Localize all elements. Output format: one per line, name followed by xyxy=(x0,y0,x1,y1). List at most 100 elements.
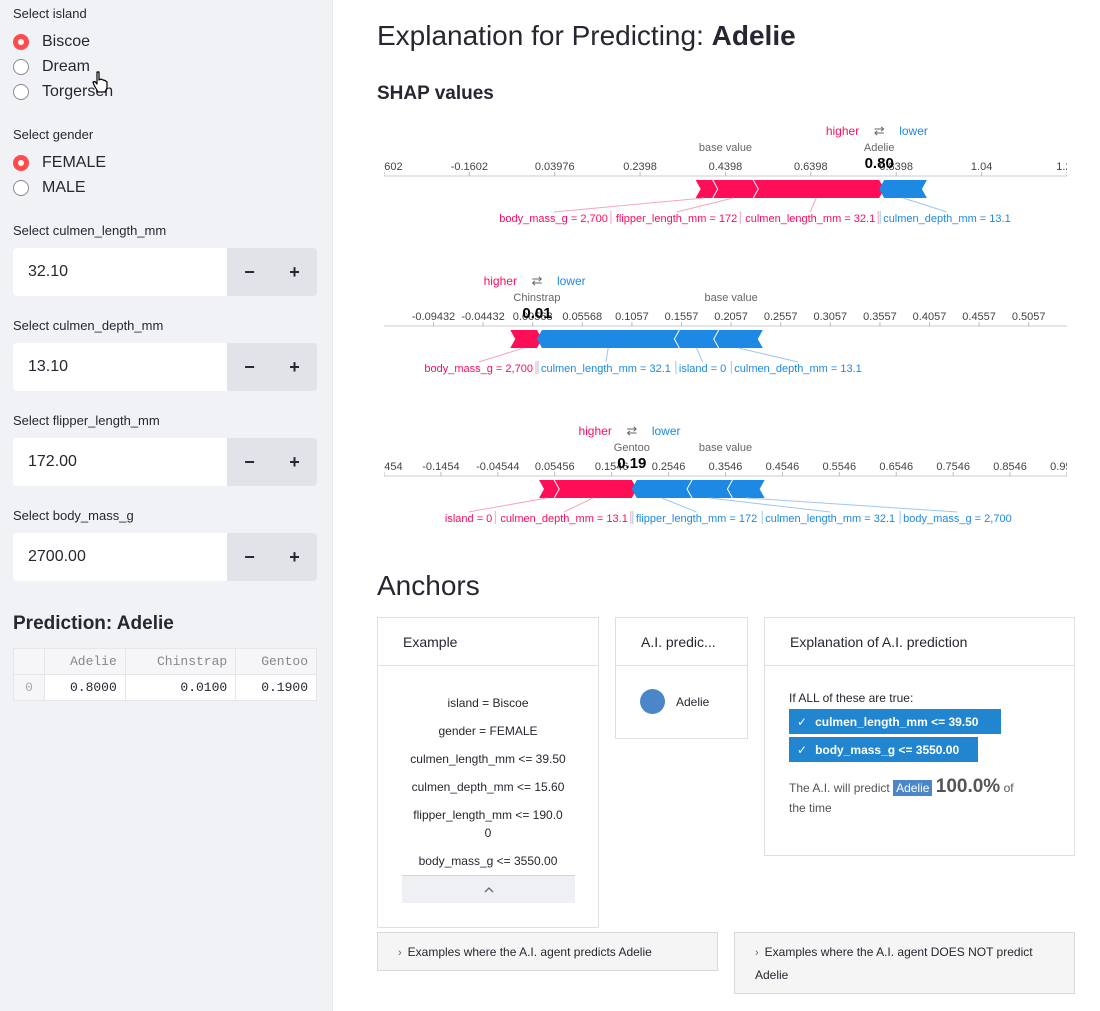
lower-label: lower xyxy=(652,424,681,438)
radio-gender-female[interactable]: FEMALE xyxy=(13,152,106,174)
tick-label: 0.2057 xyxy=(714,311,748,323)
shap-section-title: SHAP values xyxy=(377,83,494,104)
collapse-button[interactable] xyxy=(402,875,575,903)
culmen-depth-stepper: 13.10 − + xyxy=(13,343,317,391)
tick-label: 0.6546 xyxy=(879,461,913,473)
culmen-depth-label: Select culmen_depth_mm xyxy=(13,318,164,333)
table-header-cell: Adelie xyxy=(44,648,126,675)
chevron-right-icon: › xyxy=(398,947,402,959)
example-feature: flipper_length_mm <= 190.0 xyxy=(413,808,563,822)
prediction-statement: The A.I. will predict Adelie 100.0% of t… xyxy=(789,777,1059,818)
output-name: Chinstrap xyxy=(513,292,560,304)
radio-gender-male[interactable]: MALE xyxy=(13,177,86,199)
hand-cursor-icon xyxy=(92,71,108,93)
example-header: Example xyxy=(378,618,598,666)
body-mass-label: Select body_mass_g xyxy=(13,508,134,523)
chevron-up-icon xyxy=(484,886,493,892)
force-plot-gentoo: higher ⇄ lower base value Gentoo -0.2454 -0.14… xyxy=(384,423,1067,525)
predict-prefix: The A.I. will predict xyxy=(789,781,890,795)
output-value: 0.19 xyxy=(617,455,646,472)
feature-label: culmen_length_mm = 32.1 xyxy=(541,363,671,375)
tick-label: -0.1454 xyxy=(422,461,459,473)
culmen-length-input[interactable]: 32.10 xyxy=(13,248,227,296)
positive-force-bar xyxy=(510,330,542,348)
explanation-panel: Explanation of A.I. prediction If ALL of… xyxy=(764,617,1075,856)
row-index: 0 xyxy=(13,674,45,701)
prediction-table: Adelie Chinstrap Gentoo 0 0.8000 0.0100 … xyxy=(13,648,317,701)
decrement-button[interactable]: − xyxy=(227,248,272,296)
negative-force-bar xyxy=(687,480,733,498)
label-connector xyxy=(902,197,948,213)
increment-button[interactable]: + xyxy=(272,248,317,296)
feature-label: flipper_length_mm = 172 xyxy=(616,213,737,225)
tick-label: 0.1057 xyxy=(615,311,649,323)
label-connector xyxy=(709,497,831,513)
lower-label: lower xyxy=(899,124,928,138)
body-mass-stepper: 2700.00 − + xyxy=(13,533,317,581)
radio-selected-icon xyxy=(13,34,29,50)
feature-label: culmen_length_mm = 32.1 xyxy=(745,213,875,225)
feature-label: body_mass_g = 2,700 xyxy=(499,213,608,225)
tick-label: 0.5546 xyxy=(823,461,857,473)
check-icon: ✓ xyxy=(797,742,808,757)
feature-label: culmen_length_mm = 32.1 xyxy=(765,513,895,525)
decrement-button[interactable]: − xyxy=(227,343,272,391)
predict-of: of xyxy=(1003,781,1014,795)
positive-force-bar xyxy=(753,180,885,198)
positive-force-bar xyxy=(695,180,718,198)
positive-force-bar xyxy=(539,480,560,498)
table-header-cell: Chinstrap xyxy=(124,648,237,675)
bar-separator xyxy=(726,479,733,499)
anchor-rule[interactable]: ✓ body_mass_g <= 3550.00 xyxy=(789,737,978,762)
tick-label: -0.2454 xyxy=(384,461,403,473)
check-icon: ✓ xyxy=(797,714,808,729)
label-connector xyxy=(676,197,734,213)
higher-label: higher xyxy=(484,274,517,288)
base-value-label: base value xyxy=(704,292,757,304)
tick-label: 0.4398 xyxy=(709,161,743,173)
body-mass-input[interactable]: 2700.00 xyxy=(13,533,227,581)
tick-label: 0.4057 xyxy=(913,311,947,323)
flipper-length-input[interactable]: 172.00 xyxy=(13,438,227,486)
chevron-right-icon: › xyxy=(755,947,759,959)
radio-island-biscoe[interactable]: Biscoe xyxy=(13,31,90,53)
decrement-button[interactable]: − xyxy=(227,438,272,486)
rule-text: culmen_length_mm <= 39.50 xyxy=(815,714,979,729)
radio-unselected-icon xyxy=(13,180,29,196)
tick-label: 0.7546 xyxy=(936,461,970,473)
expander-predicts[interactable]: › Examples where the A.I. agent predicts … xyxy=(377,932,718,971)
predicted-class: Adelie xyxy=(711,20,796,51)
radio-island-dream[interactable]: Dream xyxy=(13,56,90,78)
flipper-length-stepper: 172.00 − + xyxy=(13,438,317,486)
bar-separator xyxy=(553,479,560,499)
output-name: Adelie xyxy=(864,142,895,154)
tick-label: 0.8398 xyxy=(879,161,913,173)
tick-label: 0.3557 xyxy=(863,311,897,323)
radio-label: Dream xyxy=(42,58,91,75)
positive-force-bar xyxy=(712,180,759,198)
culmen-depth-input[interactable]: 13.10 xyxy=(13,343,227,391)
culmen-length-stepper: 32.10 − + xyxy=(13,248,317,296)
table-cell: 0.8000 xyxy=(44,674,126,701)
anchor-rule[interactable]: ✓ culmen_length_mm <= 39.50 xyxy=(789,709,1001,734)
sidebar: Select island Biscoe Dream Torgersen Sel… xyxy=(0,0,333,1011)
decrement-button[interactable]: − xyxy=(227,533,272,581)
increment-button[interactable]: + xyxy=(272,533,317,581)
lower-label: lower xyxy=(557,274,586,288)
output-value: 0.80 xyxy=(865,155,894,172)
label-connector xyxy=(553,197,705,213)
force-plot-adelie: higher ⇄ lower base value Adelie -0.3602 -0.16… xyxy=(384,123,1067,225)
increment-button[interactable]: + xyxy=(272,438,317,486)
label-connector xyxy=(738,347,799,363)
table-cell: 0.1900 xyxy=(235,674,317,701)
rule-text: body_mass_g <= 3550.00 xyxy=(815,742,960,757)
label-connector xyxy=(605,347,609,363)
island-label: Select island xyxy=(13,6,87,21)
feature-label: body_mass_g = 2,700 xyxy=(903,513,1012,525)
bar-separator xyxy=(752,179,759,199)
label-connector xyxy=(478,347,524,363)
increment-button[interactable]: + xyxy=(272,343,317,391)
expander-does-not-predict[interactable]: › Examples where the A.I. agent DOES NOT … xyxy=(734,932,1075,994)
feature-label: island = 0 xyxy=(679,363,726,375)
tick-label: 0.03976 xyxy=(535,161,575,173)
